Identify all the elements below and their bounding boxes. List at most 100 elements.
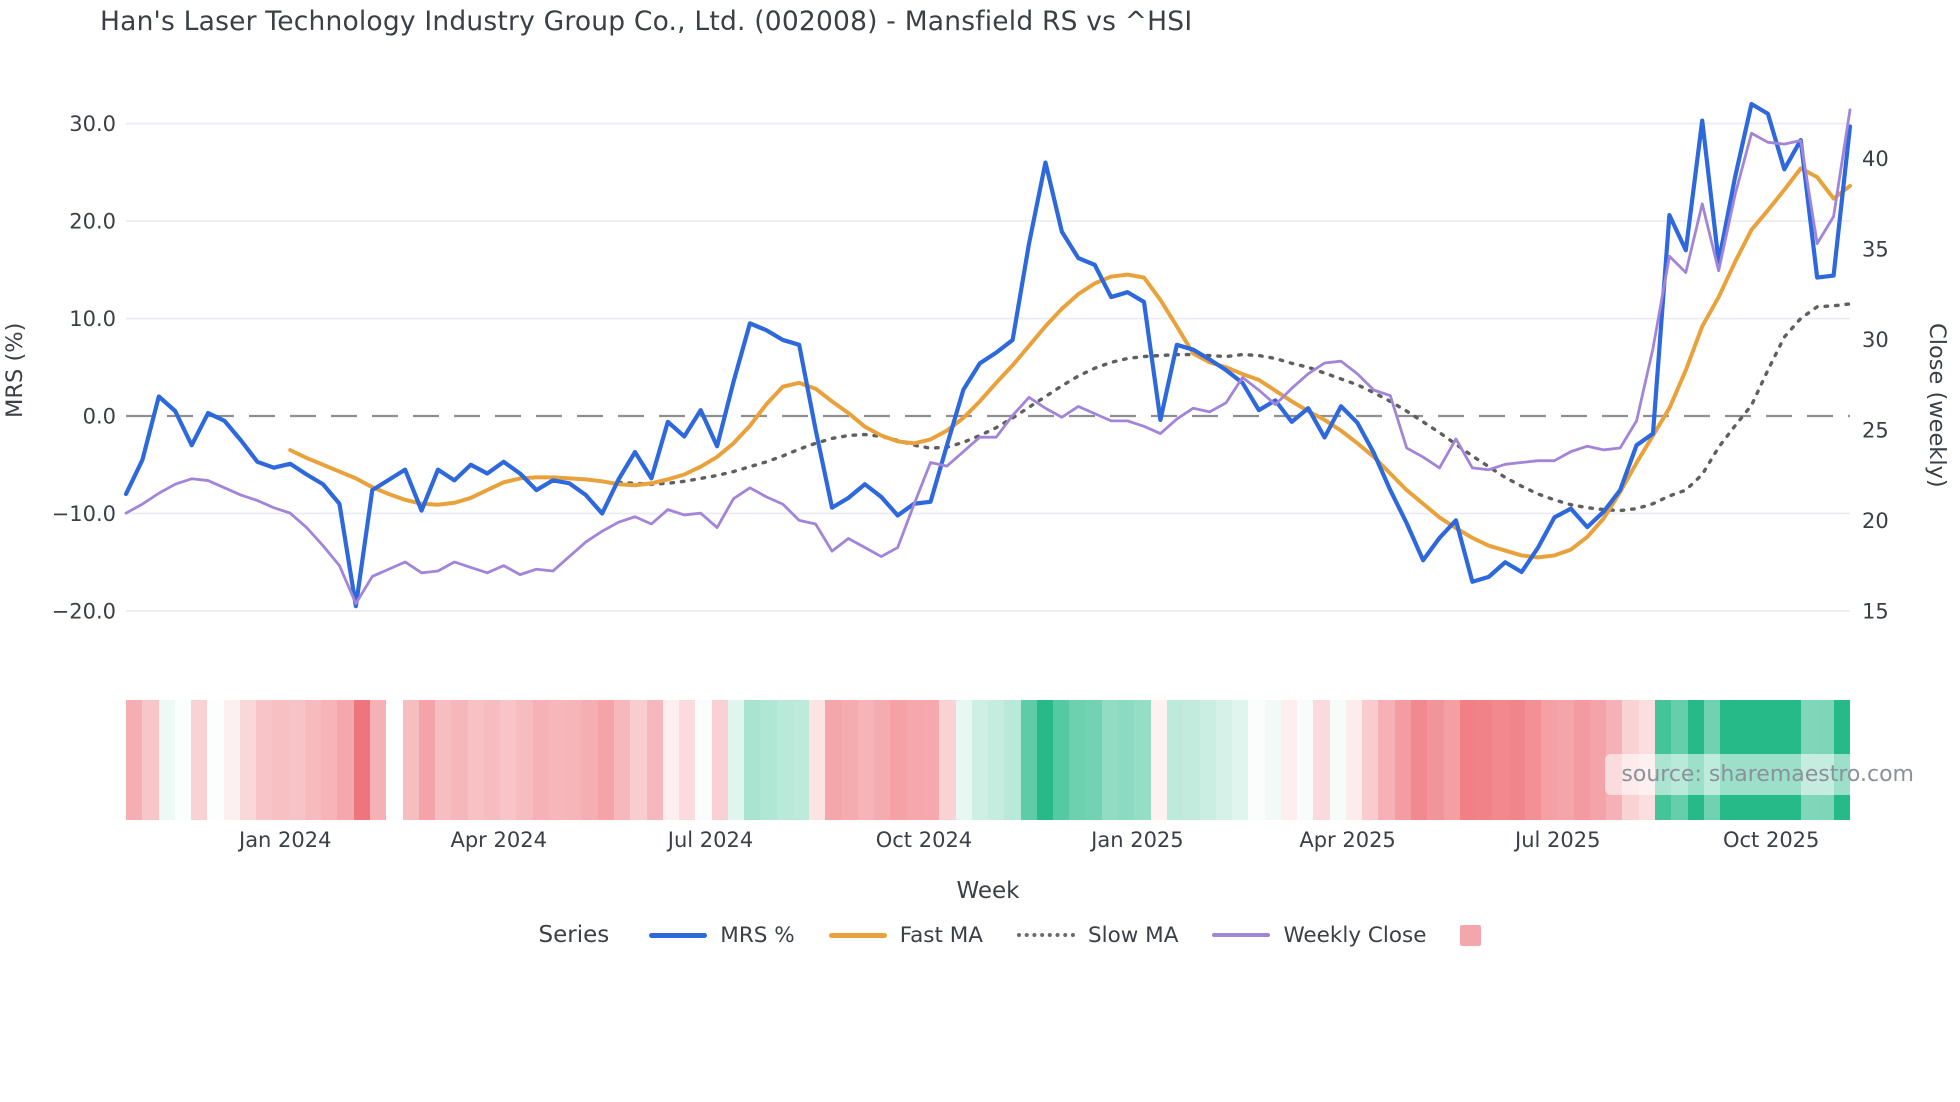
line-swatch-icon — [828, 932, 887, 938]
heatmap-cell — [1134, 700, 1151, 820]
heatmap-cell — [1541, 700, 1558, 820]
heatmap-cell — [597, 700, 614, 820]
y-tick-label-right: 15 — [1862, 599, 1889, 623]
heatmap-cell — [1167, 700, 1184, 820]
x-axis-label: Week — [956, 878, 1020, 904]
x-tick-label: Jul 2024 — [667, 828, 754, 852]
heatmap-cell — [1150, 700, 1167, 820]
heatmap-cell — [223, 700, 240, 820]
heatmap-cell — [1524, 700, 1542, 820]
heatmap-cell — [1508, 700, 1525, 820]
heatmap-cell — [581, 700, 598, 820]
heatmap-cell — [1232, 700, 1249, 820]
heatmap-cell — [679, 700, 696, 820]
y-axis-label-right: Close (weekly) — [1924, 322, 1950, 488]
heatmap-cell — [288, 700, 305, 820]
line-swatch-icon — [649, 932, 708, 938]
y-tick-label-left: −20.0 — [52, 600, 116, 624]
heatmap-cell — [516, 700, 533, 820]
line-swatch-icon — [1212, 933, 1271, 937]
heatmap-cell — [923, 700, 940, 820]
legend-entries: MRS % Fast MA Slow MA Weekly Close — [649, 922, 1482, 948]
heatmap-cell — [239, 700, 257, 820]
heatmap-cell — [1443, 700, 1460, 820]
x-tick-label: Oct 2024 — [875, 828, 973, 852]
chart-title: Han's Laser Technology Industry Group Co… — [100, 6, 1193, 37]
heatmap-cell — [1345, 700, 1363, 820]
heatmap-cell — [744, 700, 761, 820]
heatmap-cell — [1264, 700, 1281, 820]
heatmap-square-swatch-icon — [1460, 924, 1482, 946]
heatmap-cell — [1573, 700, 1590, 820]
series-line-fast-ma — [288, 166, 1852, 560]
series-line-slow-ma — [616, 302, 1852, 513]
heatmap-cell — [662, 700, 680, 820]
heatmap-cell — [874, 700, 891, 820]
heatmap-cell — [304, 700, 322, 820]
heatmap-cell — [1427, 700, 1444, 820]
heatmap-cell — [191, 700, 208, 820]
heatmap-cell — [158, 700, 175, 820]
heatmap-cell — [857, 700, 875, 820]
heatmap-cell — [565, 700, 582, 820]
heatmap-cell — [1410, 700, 1428, 820]
x-tick-label: Apr 2025 — [1299, 828, 1396, 852]
heatmap-cell — [1101, 700, 1119, 820]
heatmap-cell — [1297, 700, 1314, 820]
legend-title: Series — [538, 922, 610, 948]
x-tick-label: Jan 2024 — [239, 828, 332, 852]
heatmap-cell — [1589, 700, 1607, 820]
heatmap-cell — [841, 700, 858, 820]
heatmap-cell — [1069, 700, 1086, 820]
heatmap-cell — [988, 700, 1005, 820]
heatmap-cell — [1313, 700, 1330, 820]
heatmap-cell — [1053, 700, 1070, 820]
heatmap-cell — [321, 700, 338, 820]
heatmap-cell — [207, 700, 224, 820]
heatmap-cell — [1459, 700, 1477, 820]
heatmap-cell — [825, 700, 842, 820]
heatmap-cell — [386, 700, 403, 820]
series-line-mrs- — [123, 101, 1853, 609]
heatmap-cell — [906, 700, 924, 820]
source-watermark: source: sharemaestro.com — [1605, 754, 1930, 795]
heatmap-cell — [1004, 700, 1021, 820]
legend-entry-label: Fast MA — [899, 922, 983, 948]
x-tick-label: Jul 2025 — [1515, 828, 1601, 852]
series-line-weekly-close — [124, 108, 1852, 605]
heatmap-cell — [1248, 700, 1265, 820]
y-tick-label-left: 0.0 — [83, 405, 116, 429]
heatmap-cell — [890, 700, 907, 820]
heatmap-cell — [1476, 700, 1493, 820]
heatmap-cell — [809, 700, 826, 820]
heatmap-cell — [1118, 700, 1135, 820]
legend-entry: Weekly Close — [1212, 923, 1426, 948]
legend-entry-label: Weekly Close — [1283, 922, 1427, 948]
heatmap-cell — [1036, 700, 1054, 820]
heatmap-cell — [1394, 700, 1411, 820]
heatmap-cell — [1378, 700, 1395, 820]
legend-entry-label: Slow MA — [1087, 922, 1179, 948]
legend-entry-label: MRS % — [720, 922, 795, 948]
heatmap-cell — [1085, 700, 1102, 820]
y-tick-label-left: 10.0 — [69, 307, 116, 331]
heatmap-cell — [353, 700, 370, 820]
heatmap-cell — [1492, 700, 1509, 820]
y-tick-label-left: 20.0 — [69, 210, 116, 234]
legend-entry — [1460, 924, 1482, 946]
heatmap-cell — [776, 700, 793, 820]
mrs-heatmap-strip — [126, 700, 1851, 820]
heatmap-cell — [792, 700, 810, 820]
legend-entry: Slow MA — [1016, 922, 1179, 948]
heatmap-cell — [418, 700, 436, 820]
heatmap-cell — [613, 700, 631, 820]
heatmap-cell — [451, 700, 468, 820]
heatmap-cell — [369, 700, 387, 820]
x-tick-label: Jan 2025 — [1091, 828, 1184, 852]
heatmap-cell — [727, 700, 745, 820]
x-tick-label: Oct 2025 — [1722, 828, 1820, 852]
heatmap-cell — [971, 700, 989, 820]
heatmap-cell — [1329, 700, 1346, 820]
heatmap-cell — [1020, 700, 1037, 820]
